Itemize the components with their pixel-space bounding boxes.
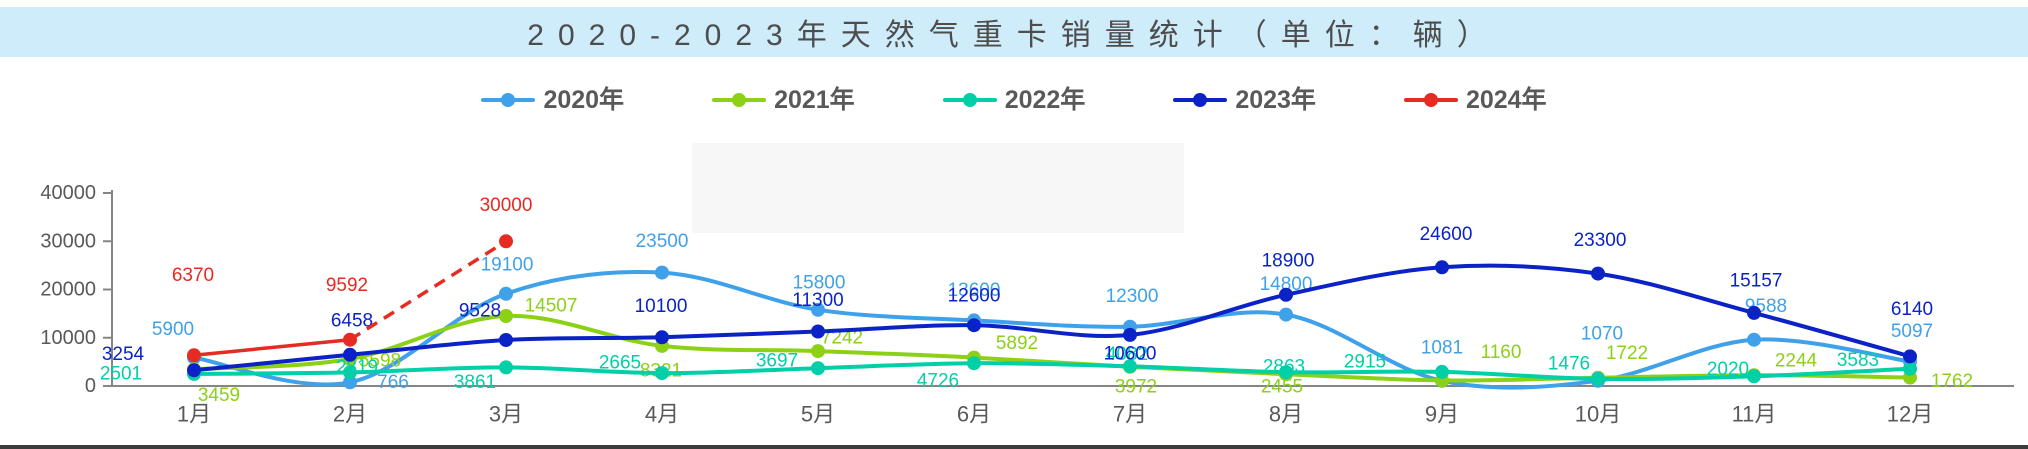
svg-text:2501: 2501 [100,363,142,384]
svg-text:3459: 3459 [198,385,240,406]
svg-text:15800: 15800 [793,272,846,293]
svg-text:0: 0 [85,375,96,397]
svg-text:40000: 40000 [40,182,96,204]
svg-text:4726: 4726 [917,371,959,392]
svg-text:12300: 12300 [1106,286,1159,307]
svg-text:9月: 9月 [1425,402,1459,427]
legend-label: 2024年 [1465,85,1547,114]
svg-text:14800: 14800 [1260,274,1313,295]
svg-text:23500: 23500 [636,231,689,252]
svg-text:1722: 1722 [1606,343,1648,364]
legend-item-2021[interactable]: 2021年 [712,85,855,114]
svg-text:2020: 2020 [1707,359,1749,380]
svg-text:9592: 9592 [326,275,368,296]
svg-text:30000: 30000 [480,195,533,216]
svg-text:1月: 1月 [177,402,211,427]
legend-marker-icon [481,92,536,108]
svg-text:6月: 6月 [957,402,991,427]
svg-text:1070: 1070 [1581,323,1623,344]
svg-text:10600: 10600 [1104,343,1157,364]
svg-text:6140: 6140 [1891,299,1933,320]
svg-text:2665: 2665 [599,353,641,374]
svg-text:2863: 2863 [1263,357,1305,378]
svg-text:2915: 2915 [1344,351,1386,372]
legend-marker-icon [712,92,767,108]
svg-text:6370: 6370 [172,265,214,286]
svg-text:19100: 19100 [481,254,534,275]
svg-text:20000: 20000 [40,279,96,301]
legend-label: 2022年 [1004,85,1086,114]
svg-text:3583: 3583 [1837,350,1879,371]
svg-text:1081: 1081 [1421,337,1463,358]
svg-text:2455: 2455 [1261,377,1303,398]
svg-text:11月: 11月 [1732,402,1777,427]
svg-text:3972: 3972 [1115,376,1157,397]
svg-text:1160: 1160 [1481,342,1522,363]
svg-text:4月: 4月 [645,402,679,427]
svg-text:12月: 12月 [1887,402,1933,427]
svg-text:10000: 10000 [40,327,96,349]
legend-item-2020[interactable]: 2020年 [481,85,625,114]
svg-text:2月: 2月 [333,402,367,427]
svg-text:3月: 3月 [489,402,523,427]
legend-label: 2020年 [543,85,625,114]
svg-text:6458: 6458 [331,310,373,331]
svg-text:2244: 2244 [1775,351,1818,372]
svg-text:5月: 5月 [801,402,835,427]
svg-text:5892: 5892 [996,333,1038,354]
svg-text:3697: 3697 [756,351,798,372]
svg-text:8月: 8月 [1269,402,1303,427]
svg-text:23300: 23300 [1574,230,1627,251]
svg-text:18900: 18900 [1262,250,1315,271]
legend-item-2024[interactable]: 2024年 [1403,85,1547,114]
svg-text:30000: 30000 [40,230,96,252]
legend-item-2023[interactable]: 2023年 [1173,85,1316,114]
svg-text:10100: 10100 [635,296,688,317]
legend-label: 2023年 [1235,85,1316,114]
svg-text:766: 766 [377,372,409,393]
svg-text:3254: 3254 [102,344,145,365]
svg-text:3861: 3861 [454,372,496,393]
svg-text:5097: 5097 [1891,321,1933,342]
svg-text:7月: 7月 [1113,402,1147,427]
chart-title: 2020-2023年天然气重卡销量统计（单位：辆） [527,19,1501,52]
legend-label: 2021年 [774,85,855,114]
svg-text:15157: 15157 [1730,270,1783,291]
svg-text:5598: 5598 [359,351,401,372]
svg-text:1762: 1762 [1931,371,1973,392]
svg-text:1476: 1476 [1548,353,1590,374]
svg-text:2819: 2819 [336,357,378,378]
svg-text:5900: 5900 [152,319,194,340]
window-bottom-edge [0,445,2028,449]
svg-text:10月: 10月 [1575,402,1621,427]
svg-text:14507: 14507 [525,296,578,317]
svg-text:9528: 9528 [459,301,501,322]
legend-marker-icon [1173,92,1228,108]
legend-marker-icon [942,92,997,108]
svg-text:13600: 13600 [948,280,1001,301]
legend-marker-icon [1403,92,1458,108]
svg-text:24600: 24600 [1420,224,1473,245]
svg-text:12600: 12600 [948,286,1001,307]
svg-text:4082: 4082 [1106,344,1148,365]
chart-title-bar: 2020-2023年天然气重卡销量统计（单位：辆） [0,7,2028,57]
legend-item-2022[interactable]: 2022年 [942,85,1086,114]
legend: 2020年 2021年 2022年 2023年 2024年 [0,85,2028,115]
svg-text:11300: 11300 [792,290,843,311]
